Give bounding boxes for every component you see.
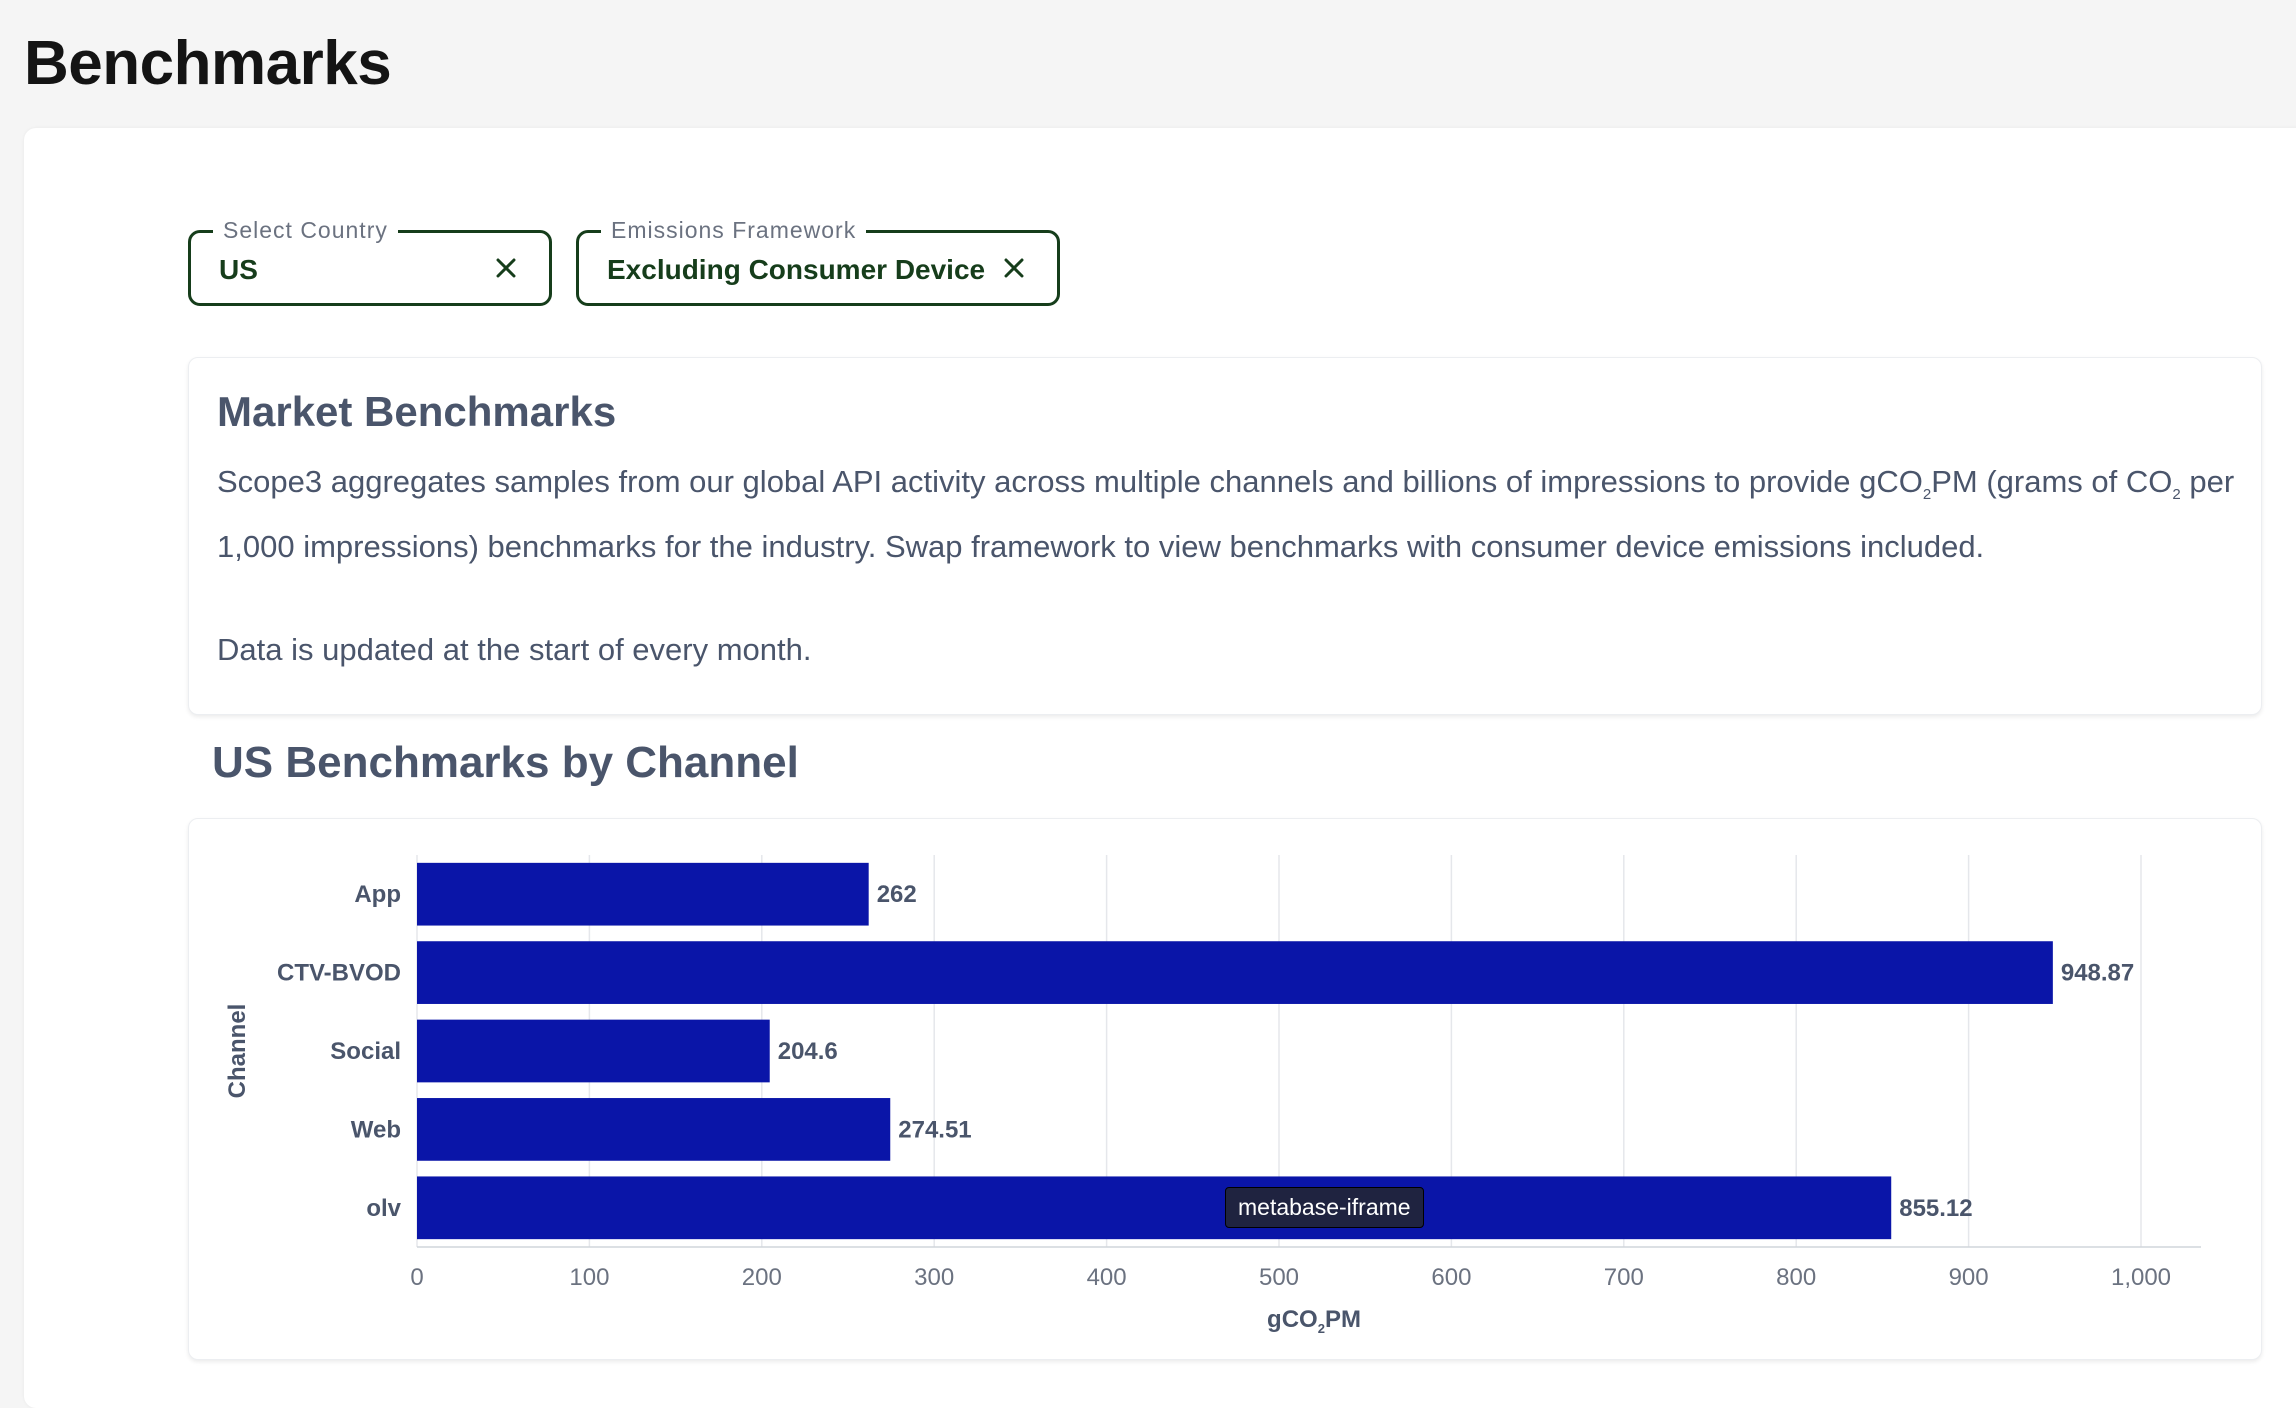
market-benchmarks-card: Market Benchmarks Scope3 aggregates samp…	[188, 357, 2262, 715]
bar-app[interactable]	[417, 862, 869, 926]
x-tick-label: 100	[569, 1264, 609, 1291]
x-tick-label: 1,000	[2111, 1264, 2171, 1291]
market-description: Scope3 aggregates samples from our globa…	[217, 464, 2235, 565]
country-filter-label: Select Country	[213, 217, 398, 244]
framework-filter-label: Emissions Framework	[601, 217, 867, 244]
x-tick-label: 800	[1776, 1264, 1816, 1291]
x-axis-title: gCO2PM	[1267, 1306, 1361, 1336]
x-tick-label: 700	[1604, 1264, 1644, 1291]
value-label: 262	[877, 881, 917, 908]
framework-filter-value: Excluding Consumer Device	[607, 254, 986, 285]
clear-country-icon[interactable]	[491, 253, 521, 283]
category-label: Social	[330, 1038, 401, 1065]
market-benchmarks-title: Market Benchmarks	[217, 388, 617, 435]
benchmarks-bar-chart: 0 100 200 300 400 500 600 700 800 900 1,000 App 262 C…	[224, 855, 2201, 1336]
value-label: 204.6	[778, 1038, 838, 1065]
country-filter[interactable]: Select Country US	[188, 217, 552, 306]
category-label: CTV-BVOD	[277, 960, 401, 987]
bar-olv[interactable]	[417, 1176, 1892, 1240]
bar-ctv-bvod[interactable]	[417, 941, 2053, 1004]
y-axis-title: Channel	[224, 1004, 251, 1099]
value-label: 855.12	[1899, 1195, 1972, 1222]
page-title: Benchmarks	[24, 29, 392, 98]
iframe-tooltip: metabase-iframe	[1225, 1187, 1424, 1228]
x-tick-label: 900	[1949, 1264, 1989, 1291]
x-tick-label: 500	[1259, 1264, 1299, 1291]
chart-card: 0 100 200 300 400 500 600 700 800 900 1,000 App 262 C…	[188, 818, 2262, 1360]
bar-social[interactable]	[417, 1019, 770, 1083]
value-label: 274.51	[898, 1116, 971, 1143]
x-tick-label: 0	[410, 1264, 423, 1291]
x-tick-label: 300	[914, 1264, 954, 1291]
value-label: 948.87	[2061, 960, 2134, 987]
clear-framework-icon[interactable]	[999, 253, 1029, 283]
update-note: Data is updated at the start of every mo…	[217, 632, 812, 667]
x-tick-label: 400	[1087, 1264, 1127, 1291]
category-label: App	[354, 881, 401, 908]
x-tick-label: 200	[742, 1264, 782, 1291]
category-label: Web	[351, 1116, 401, 1143]
category-label: olv	[366, 1195, 401, 1222]
bar-web[interactable]	[417, 1098, 891, 1161]
section-title: US Benchmarks by Channel	[212, 738, 799, 787]
framework-filter[interactable]: Emissions Framework Excluding Consumer D…	[576, 217, 1060, 306]
x-tick-label: 600	[1431, 1264, 1471, 1291]
country-filter-value: US	[219, 254, 258, 285]
